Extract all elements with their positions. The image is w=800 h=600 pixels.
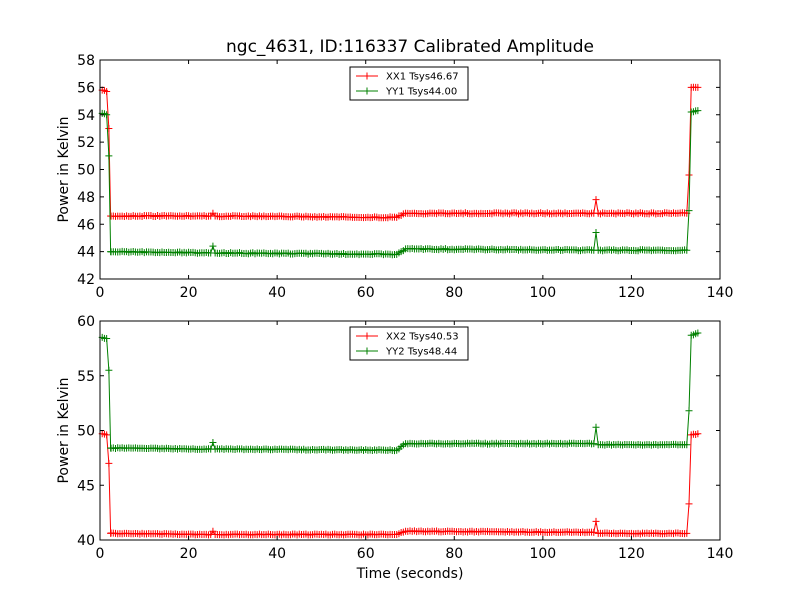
data-point-0-1-224 bbox=[592, 228, 600, 236]
y-axis-label-0: Power in Kelvin bbox=[56, 116, 72, 222]
data-point-1-1-3 bbox=[105, 366, 113, 374]
y-tick-label-0-8: 58 bbox=[77, 53, 95, 69]
data-point-1-0-224 bbox=[592, 517, 600, 525]
data-point-1-0-3 bbox=[105, 459, 113, 467]
data-point-0-1-266 bbox=[685, 207, 693, 215]
legend-marker-0-0 bbox=[363, 72, 371, 80]
legend-0: XX1 Tsys46.67 YY1 Tsys44.00 bbox=[349, 66, 469, 101]
data-point-1-0-223 bbox=[590, 528, 598, 536]
data-point-1-1-223 bbox=[590, 440, 598, 448]
x-tick-label-0-0: 0 bbox=[96, 285, 105, 301]
x-tick-label-1-5: 100 bbox=[529, 546, 556, 562]
x-tick-label-0-4: 80 bbox=[445, 285, 463, 301]
data-point-1-1-224 bbox=[592, 423, 600, 431]
legend-box-0 bbox=[349, 66, 469, 101]
series-markers-1-1 bbox=[98, 329, 702, 455]
x-tick-label-0-6: 120 bbox=[618, 285, 645, 301]
legend-marker-1-1 bbox=[363, 347, 371, 355]
data-point-0-1-51 bbox=[209, 242, 217, 250]
y-tick-label-0-7: 56 bbox=[77, 80, 95, 96]
y-tick-label-1-2: 50 bbox=[77, 424, 95, 440]
legend-box-1 bbox=[349, 326, 469, 361]
y-tick-label-0-1: 44 bbox=[77, 245, 95, 261]
series-markers-1-0 bbox=[98, 430, 702, 539]
x-tick-label-1-4: 80 bbox=[445, 546, 463, 562]
x-tick-label-0-5: 100 bbox=[529, 285, 556, 301]
x-tick-label-1-0: 0 bbox=[96, 546, 105, 562]
data-point-1-0-265 bbox=[683, 529, 691, 537]
data-point-1-1-51 bbox=[209, 439, 217, 447]
top-plot: 0 20 40 60 80 100 120 140 42 44 46 48 50 52 54 56 58 Powe… bbox=[56, 53, 733, 301]
data-point-1-0-266 bbox=[685, 500, 693, 508]
y-tick-label-1-0: 40 bbox=[77, 533, 95, 549]
x-tick-label-1-1: 20 bbox=[180, 546, 198, 562]
chart-title: ngc_4631, ID:116337 Calibrated Amplitude bbox=[226, 37, 594, 57]
x-tick-label-0-7: 140 bbox=[707, 285, 734, 301]
data-point-0-0-270 bbox=[694, 83, 702, 91]
y-tick-label-0-6: 54 bbox=[77, 108, 95, 124]
bottom-plot: 0 20 40 60 80 100 120 140 40 45 50 55 60 Power in Kel… bbox=[56, 314, 733, 582]
data-point-1-1-270 bbox=[694, 329, 702, 337]
x-tick-label-0-3: 60 bbox=[357, 285, 375, 301]
x-tick-label-0-1: 20 bbox=[180, 285, 198, 301]
data-point-0-0-3 bbox=[105, 124, 113, 132]
y-tick-label-0-2: 46 bbox=[77, 217, 95, 233]
legend-1: XX2 Tsys40.53 YY2 Tsys48.44 bbox=[349, 326, 469, 361]
y-tick-label-1-4: 60 bbox=[77, 314, 95, 330]
x-tick-label-0-2: 40 bbox=[268, 285, 286, 301]
y-tick-label-0-0: 42 bbox=[77, 272, 95, 288]
x-tick-label-1-3: 60 bbox=[357, 546, 375, 562]
legend-label-0-0: XX1 Tsys46.67 bbox=[386, 72, 459, 83]
data-point-1-1-2 bbox=[103, 335, 111, 343]
data-point-0-1-265 bbox=[683, 246, 691, 254]
y-tick-label-0-5: 52 bbox=[77, 135, 95, 151]
data-point-1-1-266 bbox=[685, 407, 693, 415]
x-axis-label-1: Time (seconds) bbox=[356, 566, 464, 582]
legend-marker-1-0 bbox=[363, 332, 371, 340]
data-point-1-1-265 bbox=[683, 441, 691, 449]
data-point-1-0-2 bbox=[103, 431, 111, 439]
data-point-0-0-2 bbox=[103, 87, 111, 95]
legend-label-1-1: YY2 Tsys48.44 bbox=[385, 347, 457, 358]
y-tick-label-1-1: 45 bbox=[77, 478, 95, 494]
data-point-1-0-270 bbox=[694, 430, 702, 438]
data-point-0-1-270 bbox=[694, 107, 702, 115]
y-tick-label-0-4: 50 bbox=[77, 163, 95, 179]
y-axis-label-1: Power in Kelvin bbox=[56, 377, 72, 483]
x-tick-label-1-6: 120 bbox=[618, 546, 645, 562]
x-tick-label-1-7: 140 bbox=[707, 546, 734, 562]
legend-label-1-0: XX2 Tsys40.53 bbox=[386, 332, 459, 343]
series-markers-0-1 bbox=[98, 107, 702, 259]
series-markers-0-0 bbox=[98, 83, 702, 222]
data-point-0-0-224 bbox=[592, 196, 600, 204]
data-point-0-0-266 bbox=[685, 171, 693, 179]
data-point-0-1-2 bbox=[103, 111, 111, 119]
x-tick-label-1-2: 40 bbox=[268, 546, 286, 562]
y-tick-label-0-3: 48 bbox=[77, 190, 95, 206]
y-tick-label-1-3: 55 bbox=[77, 369, 95, 385]
legend-label-0-1: YY1 Tsys44.00 bbox=[385, 87, 457, 98]
data-point-0-1-3 bbox=[105, 152, 113, 160]
legend-marker-0-1 bbox=[363, 87, 371, 95]
